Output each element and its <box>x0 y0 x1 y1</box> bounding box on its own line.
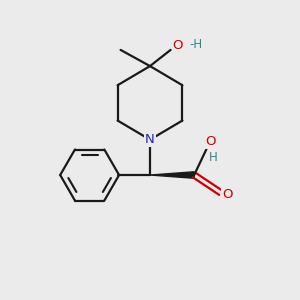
Text: H: H <box>209 151 218 164</box>
Text: N: N <box>145 133 155 146</box>
Text: O: O <box>222 188 232 201</box>
Text: O: O <box>173 39 183 52</box>
Polygon shape <box>150 172 194 178</box>
Text: O: O <box>205 135 216 148</box>
Text: -H: -H <box>189 38 202 50</box>
